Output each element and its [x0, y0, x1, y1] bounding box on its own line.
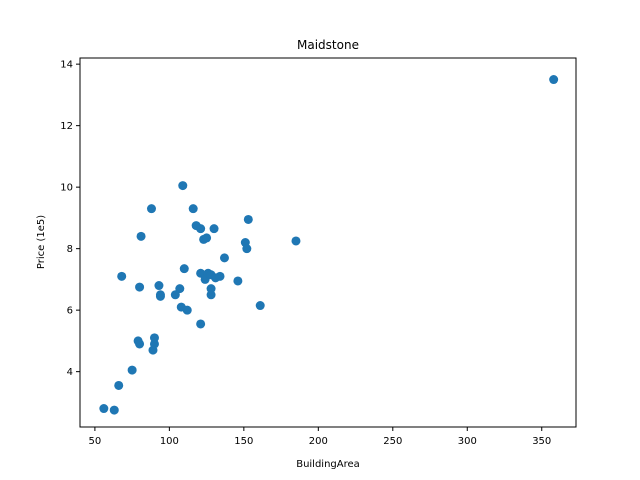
data-point-42 — [255, 301, 265, 311]
x-axis-ticks: 50 100 150 200 250 300 350 — [89, 427, 551, 447]
data-point-12 — [149, 333, 159, 343]
y-tick-label: 10 — [60, 183, 73, 194]
data-point-38 — [233, 276, 243, 286]
data-point-43 — [291, 236, 301, 246]
x-tick-label: 100 — [160, 436, 179, 447]
data-point-7 — [135, 282, 145, 292]
x-tick-label: 250 — [383, 436, 402, 447]
data-point-17 — [175, 284, 185, 294]
x-tick-label: 150 — [234, 436, 253, 447]
data-point-2 — [114, 380, 124, 390]
x-axis-label: BuildingArea — [296, 459, 360, 470]
data-point-24 — [196, 224, 206, 234]
data-point-31 — [206, 290, 216, 300]
data-point-37 — [219, 253, 229, 263]
data-point-22 — [188, 204, 198, 214]
data-point-44 — [549, 75, 559, 85]
chart-title: Maidstone — [297, 38, 359, 52]
y-tick-label: 6 — [67, 306, 73, 317]
data-point-36 — [215, 271, 225, 281]
data-point-15 — [155, 290, 165, 300]
y-axis-label: Price (1e5) — [36, 215, 47, 269]
data-point-21 — [182, 305, 192, 315]
data-point-13 — [154, 281, 164, 291]
data-point-41 — [243, 214, 253, 224]
x-tick-label: 200 — [309, 436, 328, 447]
data-point-19 — [178, 181, 188, 191]
y-tick-label: 4 — [67, 367, 73, 378]
y-axis-ticks: 4 6 8 10 12 14 — [60, 60, 80, 378]
y-tick-label: 8 — [67, 244, 73, 255]
y-tick-label: 14 — [60, 60, 73, 71]
points-group — [99, 75, 559, 415]
x-tick-label: 50 — [89, 436, 102, 447]
data-point-29 — [202, 233, 212, 243]
data-point-9 — [146, 204, 156, 214]
data-point-0 — [99, 404, 109, 414]
data-point-4 — [127, 365, 137, 375]
data-point-11 — [149, 339, 159, 349]
data-point-3 — [117, 271, 127, 281]
data-point-32 — [206, 284, 216, 294]
data-point-25 — [196, 319, 206, 329]
data-point-8 — [136, 231, 146, 241]
data-point-40 — [242, 244, 252, 254]
plot-frame — [79, 57, 577, 428]
data-point-20 — [179, 264, 189, 274]
data-point-34 — [209, 224, 219, 234]
x-tick-label: 300 — [458, 436, 477, 447]
data-point-1 — [109, 405, 119, 415]
y-tick-label: 12 — [60, 121, 73, 132]
x-tick-label: 350 — [532, 436, 551, 447]
data-point-6 — [135, 339, 145, 349]
